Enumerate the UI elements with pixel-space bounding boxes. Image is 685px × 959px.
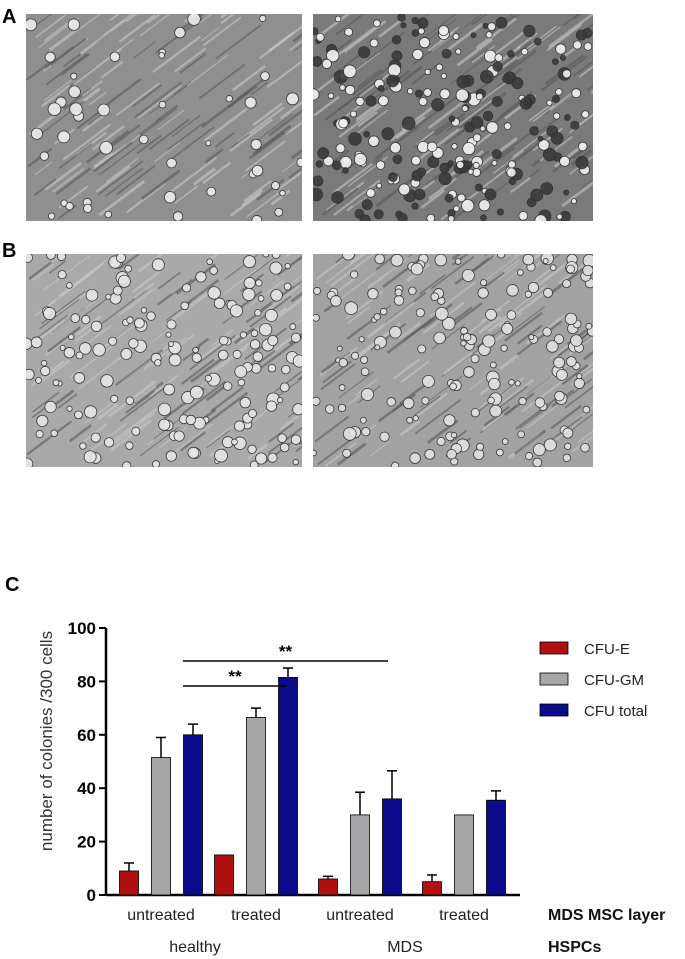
x-tick-label: treated [231, 907, 281, 924]
micrograph-texture [26, 14, 302, 221]
legend-label: CFU-GM [584, 672, 644, 689]
y-tick-label: 20 [77, 833, 96, 852]
micrograph-b-right [313, 254, 593, 467]
group-label: healthy [169, 939, 221, 956]
bar-cfu-gm [350, 814, 370, 896]
row-label: MDS MSC layer [548, 907, 665, 924]
bar-cfu-total [486, 799, 506, 896]
y-tick-label: 80 [77, 672, 96, 691]
significance-marker: ** [279, 642, 293, 661]
micrograph-a-left [26, 14, 302, 221]
legend-label: CFU total [584, 703, 647, 720]
bar-cfu-e [318, 878, 338, 896]
legend-swatch [539, 641, 569, 655]
y-tick-label: 100 [68, 619, 96, 638]
micrograph-a-right [313, 14, 593, 221]
bar-cfu-gm [151, 757, 171, 896]
panel-a-label: A [2, 6, 17, 28]
bar-cfu-total [382, 798, 402, 896]
x-tick-label: treated [439, 907, 489, 924]
y-tick-label: 60 [77, 726, 96, 745]
x-tick-label: untreated [326, 907, 394, 924]
micrograph-texture [26, 254, 302, 467]
x-tick-label: untreated [127, 907, 195, 924]
bar-cfu-e [119, 870, 139, 896]
bar-cfu-total [183, 734, 203, 896]
legend-swatch [539, 703, 569, 717]
panel-b-label: B [2, 240, 17, 262]
panel-c-label: C [5, 574, 20, 596]
significance-marker: ** [228, 667, 242, 686]
bar-cfu-e [422, 881, 442, 896]
micrograph-texture [313, 254, 593, 467]
bar-cfu-gm [246, 717, 266, 896]
row-label: HSPCs [548, 939, 601, 956]
y-axis-label: number of colonies /300 cells [37, 631, 56, 851]
legend-label: CFU-E [584, 641, 630, 658]
group-label: MDS [387, 939, 423, 956]
bar-cfu-gm [454, 814, 474, 896]
y-tick-label: 40 [77, 779, 96, 798]
micrograph-texture [313, 14, 593, 221]
bar-cfu-total [278, 676, 298, 896]
bar-cfu-e [214, 854, 234, 896]
legend-swatch [539, 672, 569, 686]
micrograph-b-left [26, 254, 302, 467]
y-tick-label: 0 [87, 886, 96, 905]
